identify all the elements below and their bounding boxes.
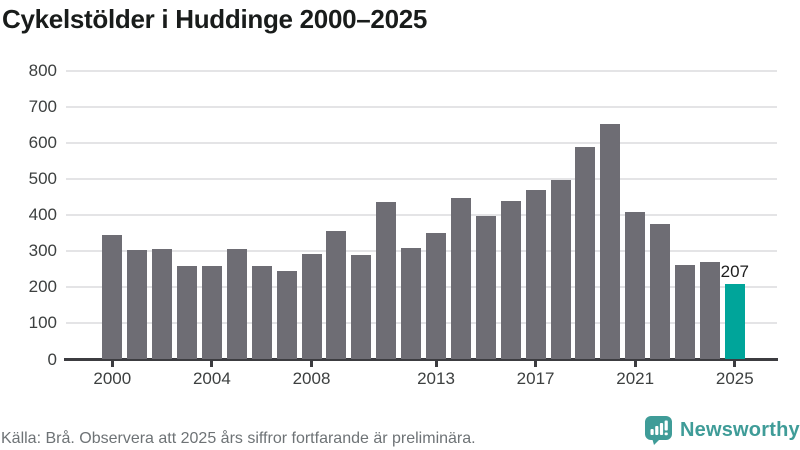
x-tick-mark-2021 [633, 360, 637, 367]
y-tick-label-400: 400 [28, 205, 57, 225]
gridline-600 [66, 141, 777, 144]
bar-2018 [550, 179, 571, 359]
gridline-800 [66, 69, 777, 72]
bar-2022 [650, 224, 671, 359]
y-tick-label-700: 700 [28, 97, 57, 117]
x-tick-mark-2025 [733, 360, 737, 367]
bar-value-label-2025: 207 [720, 262, 749, 282]
x-axis-line [64, 357, 778, 361]
x-tick-label-2004: 2004 [192, 369, 231, 388]
bar-2025 [724, 284, 745, 359]
gridline-400 [66, 213, 777, 216]
bar-2000 [102, 235, 123, 359]
bar-2011 [376, 201, 397, 359]
x-tick-label-2021: 2021 [616, 369, 655, 388]
bar-2007 [276, 271, 297, 359]
bar-2012 [401, 248, 422, 359]
x-tick-label-2025: 2025 [715, 369, 754, 388]
y-tick-label-800: 800 [28, 61, 57, 81]
x-tick-mark-2013 [434, 360, 438, 367]
bar-2014 [450, 197, 471, 359]
y-tick-label-100: 100 [28, 313, 57, 333]
gridline-700 [66, 105, 777, 108]
x-tick-label-2017: 2017 [516, 369, 555, 388]
bar-2009 [326, 231, 347, 359]
newsworthy-logo[interactable]: Newsworthy [644, 415, 800, 445]
x-tick-mark-2000 [110, 360, 114, 367]
x-tick-mark-2008 [310, 360, 313, 367]
y-tick-label-0: 0 [47, 349, 57, 369]
x-tick-mark-2017 [534, 360, 538, 367]
y-tick-label-200: 200 [28, 277, 57, 297]
bar-2013 [426, 232, 446, 359]
chart-title: Cykelstölder i Huddinge 2000–2025 [2, 4, 428, 34]
y-tick-label-600: 600 [28, 133, 57, 153]
bar-2021 [625, 211, 646, 359]
x-tick-mark-2004 [210, 360, 214, 367]
x-tick-label-2000: 2000 [93, 369, 132, 388]
bar-2004 [201, 266, 222, 359]
y-tick-label-300: 300 [28, 241, 57, 261]
bar-2005 [226, 248, 247, 359]
gridline-500 [66, 177, 777, 180]
source-note: Källa: Brå. Observera att 2025 års siffr… [1, 430, 476, 447]
bar-2017 [525, 189, 546, 359]
bar-2002 [152, 248, 173, 359]
bar-2019 [575, 146, 596, 359]
bar-2001 [127, 250, 148, 359]
y-tick-label-500: 500 [28, 169, 57, 189]
x-tick-label-2013: 2013 [417, 369, 455, 388]
bar-2023 [675, 264, 695, 359]
newsworthy-logo-text: Newsworthy [680, 418, 800, 441]
bar-2015 [475, 215, 496, 359]
bar-2020 [600, 124, 621, 359]
newsworthy-logo-icon [644, 415, 673, 445]
x-tick-label-2008: 2008 [292, 369, 331, 388]
bar-2006 [251, 266, 272, 359]
bar-2008 [301, 253, 322, 359]
bar-2003 [177, 266, 197, 359]
gridline-200 [66, 285, 777, 288]
bar-2016 [500, 200, 521, 359]
bar-2024 [699, 261, 720, 359]
gridline-300 [66, 249, 777, 252]
gridline-100 [66, 321, 777, 324]
bar-2010 [351, 255, 372, 359]
